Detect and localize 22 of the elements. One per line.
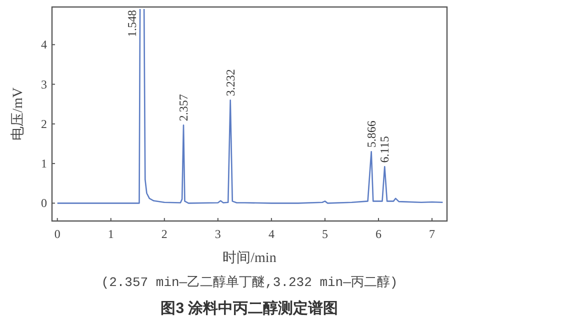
- x-tick-label: 7: [429, 227, 436, 241]
- x-axis-title: 时间/min: [222, 250, 276, 266]
- x-tick-label: 2: [161, 227, 168, 241]
- y-tick-label: 4: [41, 38, 47, 52]
- x-tick-label: 1: [108, 227, 114, 241]
- annotation: 6.115: [378, 136, 392, 163]
- x-tick-label: 6: [375, 227, 382, 241]
- x-tick-label: 4: [268, 227, 274, 241]
- annotation: 3.232: [223, 69, 238, 96]
- annotation: 5.866: [364, 120, 378, 148]
- annotation: 1.548: [125, 10, 140, 37]
- y-tick-label: 0: [41, 196, 47, 210]
- text: 图3 涂料中丙二醇测定谱图: [160, 299, 338, 317]
- y-tick-label: 2: [41, 116, 47, 131]
- text: (2.357 min—乙二醇单丁醚,3.232 min—丙二醇): [101, 275, 398, 290]
- y-tick-label: 3: [41, 77, 47, 92]
- x-tick-label: 3: [214, 227, 221, 241]
- y-tick-label: 1: [41, 156, 47, 171]
- annotation: 2.357: [176, 94, 191, 122]
- y-axis-title: 电压/mV: [10, 88, 26, 140]
- x-tick-label: 0: [54, 227, 60, 241]
- x-tick-label: 5: [322, 227, 328, 241]
